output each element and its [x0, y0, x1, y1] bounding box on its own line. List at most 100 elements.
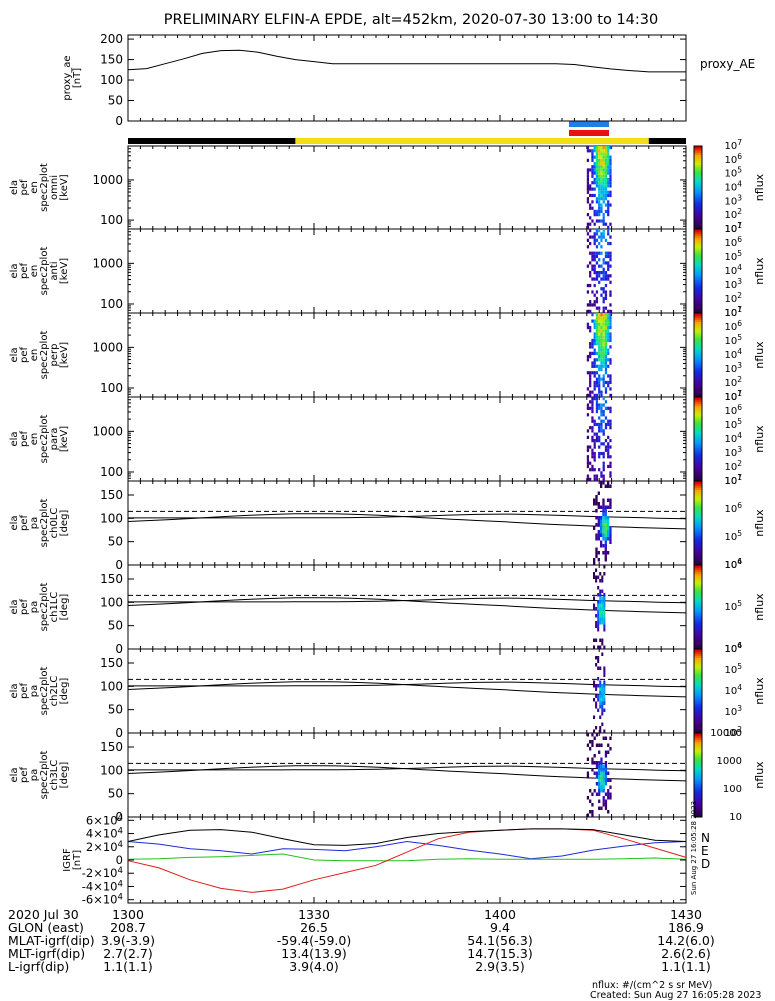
colorbar-swatch — [694, 355, 702, 358]
colorbar-swatch — [694, 783, 702, 786]
heatmap-cell — [602, 481, 605, 485]
heatmap-cell — [602, 146, 605, 150]
heatmap-cell — [593, 384, 596, 388]
colorbar-swatch — [694, 617, 702, 621]
y-tick-label: 150 — [100, 488, 123, 502]
heatmap-cell — [595, 342, 599, 346]
heatmap-cell — [609, 530, 612, 534]
colorbar-swatch — [694, 598, 702, 602]
heatmap-cell — [589, 325, 592, 330]
heatmap-cell — [589, 393, 592, 397]
heatmap-cell — [602, 277, 605, 281]
heatmap-cell — [593, 397, 596, 401]
heatmap-cell — [607, 209, 610, 214]
heatmap-cell — [603, 698, 606, 702]
heatmap-cell — [602, 464, 605, 469]
heatmap-cell — [595, 498, 598, 502]
heatmap-cell — [599, 579, 602, 583]
heatmap-cell — [607, 232, 610, 236]
heatmap-cell — [602, 530, 605, 534]
heatmap-cell — [604, 778, 608, 782]
heatmap-cell — [604, 426, 608, 430]
heatmap-cell — [595, 171, 599, 175]
heatmap-cell — [607, 309, 610, 313]
colorbar-swatch — [694, 439, 702, 442]
heatmap-cell — [599, 484, 603, 488]
heatmap-cell — [602, 736, 605, 740]
colorbar-tick-label: 107 — [724, 473, 742, 487]
heatmap-cell — [603, 729, 606, 733]
heatmap-cell — [589, 400, 592, 404]
heatmap-cell — [586, 197, 590, 201]
heatmap-cell — [604, 197, 608, 201]
colorbar-swatch — [694, 596, 702, 600]
heatmap-cell — [591, 264, 594, 268]
heatmap-cell — [603, 708, 606, 712]
heatmap-cell — [597, 645, 600, 649]
colorbar-swatch — [694, 298, 702, 301]
heatmap-cell — [607, 158, 610, 162]
heatmap-cell — [600, 348, 603, 352]
heatmap-cell — [601, 691, 604, 695]
heatmap-cell — [589, 274, 592, 278]
heatmap-cell — [602, 461, 605, 465]
heatmap-cell — [597, 624, 600, 628]
y-axis-label: ch2LC — [49, 676, 60, 707]
heatmap-cell — [599, 638, 602, 642]
heatmap-cell — [591, 426, 594, 430]
heatmap-cell — [593, 442, 596, 446]
colorbar-swatch — [694, 670, 702, 673]
heatmap-cell — [607, 380, 610, 385]
heatmap-cell — [609, 498, 612, 502]
colorbar-swatch — [694, 495, 702, 499]
heatmap-cell — [586, 325, 590, 330]
heatmap-cell — [604, 174, 608, 178]
heatmap-cell — [586, 181, 590, 185]
colorbar-swatch — [694, 787, 702, 791]
colorbar-swatch — [694, 315, 702, 318]
heatmap-cell — [589, 329, 592, 333]
heatmap-cell — [595, 764, 599, 768]
heatmap-cell — [602, 355, 605, 359]
heatmap-cell — [604, 775, 608, 779]
heatmap-cell — [607, 203, 610, 207]
heatmap-cell — [598, 219, 601, 223]
colorbar-swatch — [694, 466, 702, 469]
heatmap-cell — [607, 241, 610, 246]
colorbar-swatch — [694, 638, 702, 642]
colorbar-swatch — [694, 154, 702, 157]
heatmap-cell — [598, 335, 601, 339]
heatmap-cell — [597, 607, 600, 611]
heatmap-cell — [603, 666, 606, 670]
colorbar-swatch — [694, 623, 702, 627]
colorbar-tick-label: 104 — [724, 263, 742, 277]
y-tick-label: 1000 — [92, 340, 123, 354]
colorbar-swatch — [694, 583, 702, 587]
heatmap-cell — [593, 477, 596, 481]
heatmap-cell — [600, 332, 603, 336]
colorbar-swatch — [694, 191, 702, 195]
colorbar-swatch — [694, 218, 702, 222]
heatmap-cell — [593, 474, 596, 478]
colorbar-swatch — [694, 146, 702, 149]
ephemeris-row: L-igrf(dip) 1.1(1.1) 3.9(4.0) 2.9(3.5) 1.1(1… — [8, 960, 711, 973]
heatmap-cell — [593, 303, 596, 307]
heatmap-cell — [595, 325, 599, 330]
colorbar-swatch — [694, 310, 702, 314]
heatmap-cell — [600, 187, 603, 191]
y-tick-label: 0 — [115, 642, 123, 656]
heatmap-cell — [598, 406, 601, 410]
colorbar-swatch — [694, 562, 702, 566]
heatmap-cell — [603, 624, 606, 628]
colorbar-swatch — [694, 162, 702, 166]
heatmap-cell — [602, 523, 605, 527]
colorbar-tick-label: 100 — [723, 784, 742, 795]
y-tick-label: 0 — [115, 114, 123, 128]
heatmap-cell — [597, 610, 600, 614]
colorbar-swatch — [694, 804, 702, 807]
heatmap-cell — [595, 161, 599, 166]
colorbar-swatch — [694, 254, 702, 257]
heatmap-cell — [603, 607, 606, 611]
colorbar-swatch — [694, 632, 702, 635]
